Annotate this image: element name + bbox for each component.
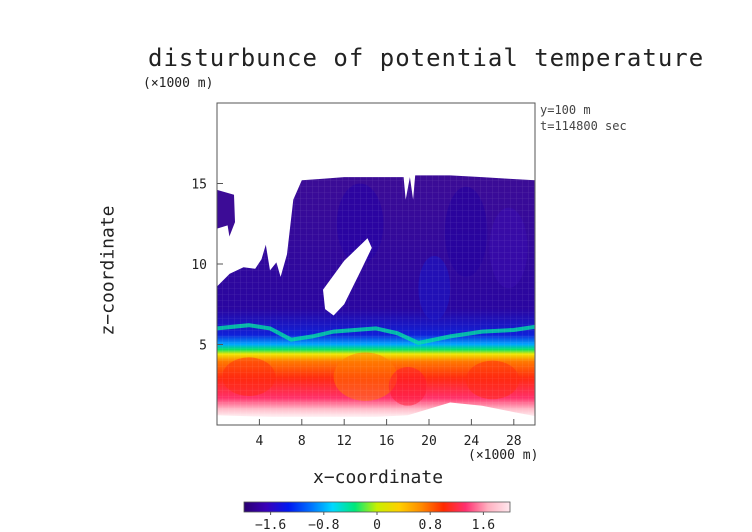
x-tick-label-12: 12: [336, 434, 352, 449]
colorbar-tick-label-4: 1.6: [472, 518, 495, 532]
field-grid-overlay: [217, 175, 535, 417]
annotation-y: y=100 m: [540, 103, 591, 117]
colorbar-tick-label-1: −0.8: [308, 518, 339, 532]
x-axis-ticks: 4 8 12 16 20 24 28: [255, 419, 522, 449]
top-units-label: (×1000 m): [143, 76, 214, 91]
x-units-label: (×1000 m): [468, 448, 539, 463]
y-tick-label-5: 5: [199, 339, 207, 354]
heatmap-holes: [217, 225, 372, 316]
chart-title: disturbunce of potential temperature: [148, 44, 705, 72]
y-axis-ticks: 5 10 15: [191, 178, 223, 354]
x-tick-label-16: 16: [379, 434, 395, 449]
x-tick-label-4: 4: [255, 434, 263, 449]
heatmap-field: [216, 175, 536, 417]
colorbar-strip: [243, 501, 511, 513]
annotation-time: t=114800 sec: [540, 119, 627, 133]
y-tick-label-15: 15: [191, 178, 207, 193]
colorbar-tick-label-2: 0: [373, 518, 381, 532]
x-tick-label-24: 24: [464, 434, 480, 449]
colorbar-tick-label-3: 0.8: [418, 518, 441, 532]
y-tick-label-10: 10: [191, 258, 207, 273]
colorbar: −1.6 −0.8 0 0.8 1.6: [243, 501, 511, 532]
x-tick-label-28: 28: [506, 434, 522, 449]
x-tick-label-8: 8: [298, 434, 306, 449]
field-hole-2: [217, 225, 230, 271]
x-tick-label-20: 20: [421, 434, 437, 449]
colorbar-tick-label-0: −1.6: [255, 518, 286, 532]
x-axis-label: x−coordinate: [313, 467, 444, 488]
field-hole-1: [323, 238, 372, 316]
